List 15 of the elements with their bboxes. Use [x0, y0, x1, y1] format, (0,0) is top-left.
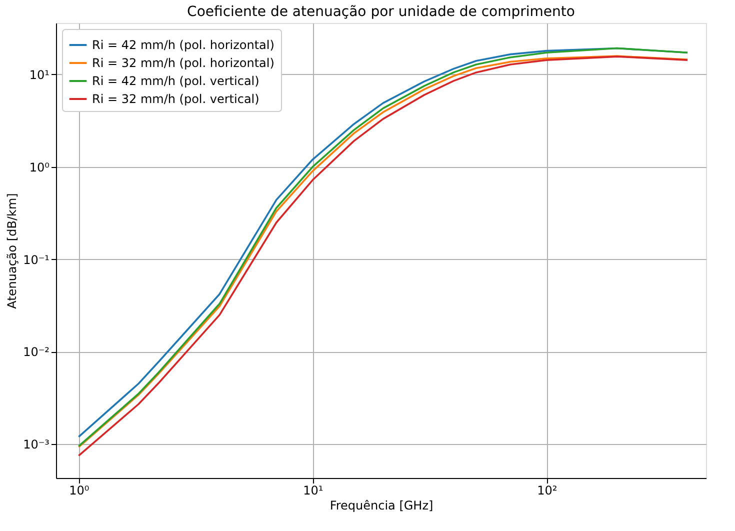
x-tick-label: 10²	[537, 484, 558, 498]
x-axis-title: Frequência [GHz]	[330, 498, 434, 512]
y-tick-label: 10¹	[29, 68, 50, 82]
legend-label: Ri = 42 mm/h (pol. horizontal)	[92, 38, 274, 52]
y-axis-title: Atenuação [dB/km]	[5, 193, 20, 309]
y-tick-label: 10⁻³	[23, 438, 50, 452]
x-tick-label: 10¹	[303, 484, 324, 498]
y-tick-label: 10⁻¹	[23, 252, 50, 267]
legend-label: Ri = 32 mm/h (pol. horizontal)	[92, 56, 274, 70]
x-tick-label: 10⁰	[69, 484, 90, 498]
legend-label: Ri = 32 mm/h (pol. vertical)	[92, 92, 260, 106]
chart-title: Coeficiente de atenuação por unidade de comprimento	[187, 4, 575, 20]
legend-label: Ri = 42 mm/h (pol. vertical)	[92, 74, 260, 88]
y-tick-label: 10⁻²	[23, 345, 50, 360]
y-tick-label: 10⁰	[29, 160, 50, 174]
